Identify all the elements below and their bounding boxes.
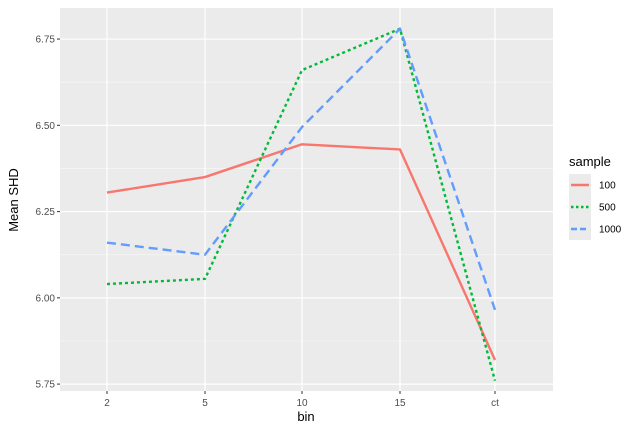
x-axis-ticks: 2 5 10 15 ct <box>104 391 499 409</box>
y-tick-label: 6.25 <box>36 207 56 218</box>
legend: sample 100 500 1000 <box>569 154 622 240</box>
x-tick-label: 10 <box>296 398 308 409</box>
y-tick-label: 6.50 <box>36 121 56 132</box>
y-tick-label: 6.00 <box>36 293 56 304</box>
legend-items: 100 500 1000 <box>569 174 622 240</box>
x-tick-label: 15 <box>394 398 406 409</box>
legend-key-bg <box>569 196 591 218</box>
series-lines <box>106 27 497 381</box>
x-tick-label: 2 <box>104 398 110 409</box>
legend-label-100: 100 <box>599 181 616 192</box>
y-axis-ticks: 5.75 6.00 6.25 6.50 6.75 <box>36 35 60 391</box>
plot-panel <box>60 8 553 391</box>
legend-title: sample <box>569 154 611 169</box>
y-tick-label: 6.75 <box>36 35 56 46</box>
y-axis-title: Mean SHD <box>6 168 21 232</box>
legend-label-500: 500 <box>599 203 616 214</box>
legend-label-1000: 1000 <box>599 225 622 236</box>
series-line-1000 <box>106 27 497 311</box>
series-line-100 <box>106 143 497 361</box>
minor-gridlines <box>60 81 553 342</box>
x-tick-label: ct <box>491 398 499 409</box>
y-tick-label: 5.75 <box>36 380 56 391</box>
x-axis-title: bin <box>297 409 314 424</box>
x-tick-label: 5 <box>202 398 208 409</box>
